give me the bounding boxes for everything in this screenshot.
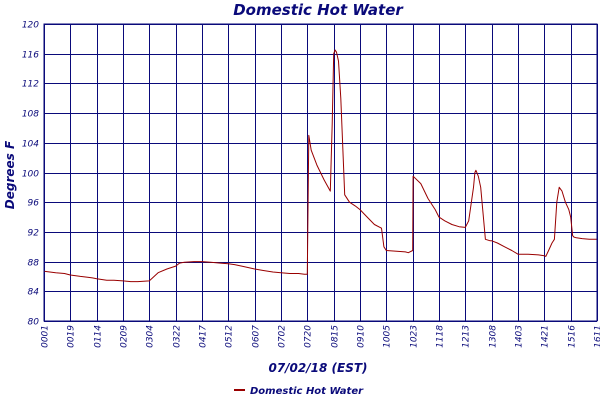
x-tick-label: 0910 [357,325,367,348]
y-tick-label: 108 [22,110,39,120]
x-tick-label: 0702 [278,325,288,348]
x-tick-label: 0720 [304,325,314,348]
x-tick-label: 1516 [568,325,578,348]
y-tick-label: 120 [22,21,39,31]
y-tick-label: 96 [28,199,40,209]
x-tick-label: 0304 [146,325,156,348]
series-line-domestic-hot-water [43,49,597,283]
x-tick-label: 1611 [594,325,600,348]
y-tick-label: 104 [22,140,39,150]
x-tick-label: 1213 [462,325,472,348]
y-tick-label: 100 [22,170,39,180]
x-tick-label: 1118 [436,325,446,348]
x-tick-label: 0209 [120,325,130,348]
legend: Domestic Hot Water [234,386,364,397]
x-tick-labels: 0001 0019 0114 0209 0304 0322 0417 0512 0607 0702… [41,325,600,348]
x-tick-label: 1308 [489,325,499,348]
y-tick-label: 112 [22,80,39,90]
y-axis-label: Degrees F [3,140,17,209]
x-tick-label: 0114 [94,325,104,348]
y-tick-label: 92 [28,229,40,239]
y-tick-label: 80 [28,318,40,328]
y-tick-label: 84 [28,288,40,298]
y-tick-label: 116 [22,51,39,61]
x-tick-label: 0815 [331,325,341,348]
x-tick-label: 0512 [225,325,235,348]
x-axis-label: 07/02/18 (EST) [268,361,367,375]
x-tick-label: 0607 [252,325,262,348]
x-tick-label: 0001 [41,325,51,348]
x-tick-label: 0417 [199,325,209,348]
legend-label: Domestic Hot Water [250,386,364,397]
x-tick-label: 1005 [383,325,393,348]
x-tick-label: 0322 [173,325,183,348]
x-tick-label: 0019 [67,325,77,348]
x-tick-label: 1421 [541,325,551,348]
y-tick-label: 88 [28,259,40,269]
chart-title: Domestic Hot Water [233,1,404,19]
series-lines [43,49,597,283]
y-tick-labels: 80 84 88 92 96 100 104 108 112 116 120 [22,21,39,328]
x-tick-label: 1023 [410,325,420,348]
plot-frame [43,23,598,322]
x-tick-label: 1403 [515,325,525,348]
